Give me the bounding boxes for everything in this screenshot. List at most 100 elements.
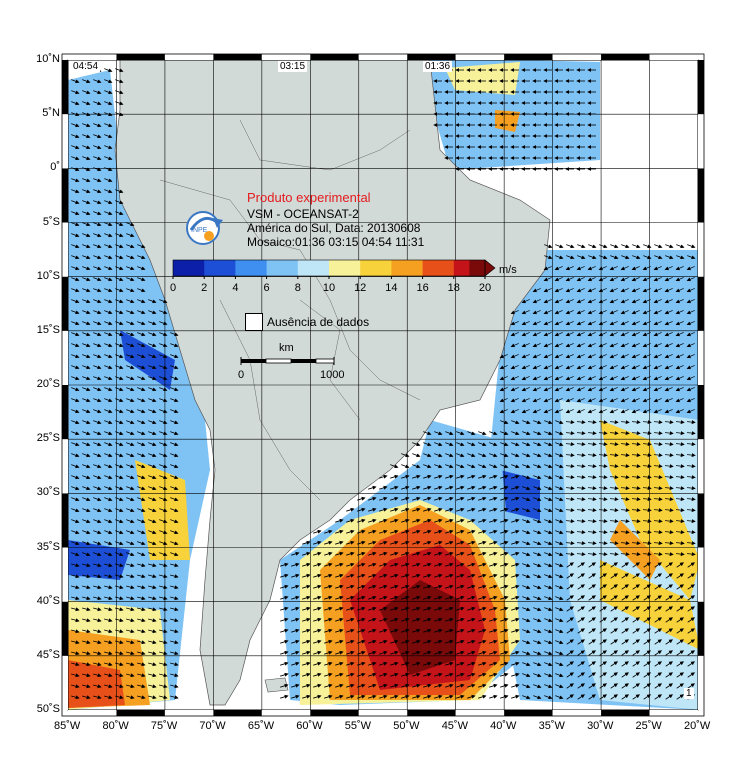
colorbar-cell [375,260,392,276]
wind-arrow [631,277,640,282]
wind-arrow [148,365,157,370]
wind-arrow [565,266,574,271]
wind-arrow [544,431,553,436]
wind-arrow [71,310,80,315]
wind-arrow [82,453,91,458]
wind-arrow [82,497,91,502]
colorbar-cell [391,260,408,276]
wind-arrow [554,321,563,326]
frame-tick [455,710,505,716]
wind-arrow [126,442,135,447]
wind-arrow [467,485,476,490]
colorbar-cell [266,260,283,276]
wind-arrow [620,376,629,381]
wind-arrow [104,112,113,117]
wind-arrow [126,365,135,370]
wind-arrow [412,474,421,479]
lon-label: 50˚W [393,720,420,732]
wind-arrow [368,485,377,490]
wind-arrow [159,398,168,403]
wind-arrow [115,398,124,403]
wind-arrow [170,409,179,414]
lon-label: 65˚W [247,720,275,732]
wind-arrow [489,474,498,479]
wind-arrow [412,453,421,458]
wind-arrow [115,387,124,392]
wind-arrow [148,321,157,326]
wind-arrow [148,464,157,469]
wind-arrow [104,156,113,161]
wind-arrow [620,475,630,480]
wind-arrow [126,420,135,425]
wind-arrow [93,167,102,172]
wind-arrow [104,420,113,425]
wind-arrow [115,486,124,491]
wind-arrow [71,409,80,414]
wind-arrow [675,343,684,348]
wind-arrow [434,453,443,458]
pass-time-1: 04:54 [71,61,101,72]
wind-arrow [445,485,454,490]
wind-arrow [620,343,629,348]
wind-arrow [576,277,585,282]
wind-arrow [137,365,146,370]
wind-arrow [93,442,102,447]
wind-arrow [533,453,542,458]
wind-arrow [478,474,487,479]
wind-arrow [478,431,487,436]
wind-arrow [686,321,695,326]
scale-start: 0 [238,369,245,381]
wind-arrow [71,398,80,403]
wind-arrow [565,321,574,326]
wind-arrow [126,475,135,480]
wind-arrow [587,277,596,282]
wind-arrow [620,442,630,447]
lat-label: 25˚S [36,432,60,445]
lat-label: 50˚S [36,703,60,715]
wind-arrow [610,255,619,260]
colorbar-tick-label: 2 [201,282,207,294]
wind-arrow [93,101,102,106]
wind-arrow [664,420,674,425]
wind-arrow [522,420,531,425]
wind-arrow [565,310,574,315]
wind-arrow [598,475,608,480]
wind-arrow [533,475,542,480]
wind-arrow [686,332,695,337]
wind-arrow [71,101,80,106]
colorbar-cell [407,260,424,276]
wind-arrow [71,90,80,95]
wind-arrow [631,475,641,480]
wind-arrow [533,486,542,491]
wind-arrow [104,211,113,216]
wind-arrow [576,453,586,458]
wind-arrow [148,486,157,491]
wind-arrow [554,343,563,348]
frame-tick [552,54,602,60]
wind-arrow [565,464,575,469]
wind-arrow [93,497,102,502]
wind-arrow [137,332,146,337]
wind-arrow [115,79,124,84]
wind-arrow [170,442,179,447]
wind-arrow [137,475,146,480]
wind-arrow [478,485,487,490]
frame-tick [649,54,698,60]
wind-arrow [137,409,146,414]
wind-arrow [631,409,640,414]
wind-arrow [664,365,673,370]
wind-arrow [71,222,80,227]
frame-tick [698,439,704,494]
wind-arrow [533,431,542,436]
wind-arrow [170,420,179,425]
wind-arrow [532,310,541,315]
wind-arrow [576,475,586,480]
wind-arrow [576,409,585,414]
wind-arrow [137,453,146,458]
wind-arrow [104,321,113,326]
wind-arrow [104,90,113,95]
frame-tick [407,54,456,60]
wind-arrow [632,244,641,249]
wind-arrow [137,420,146,425]
wind-arrow [510,376,519,381]
